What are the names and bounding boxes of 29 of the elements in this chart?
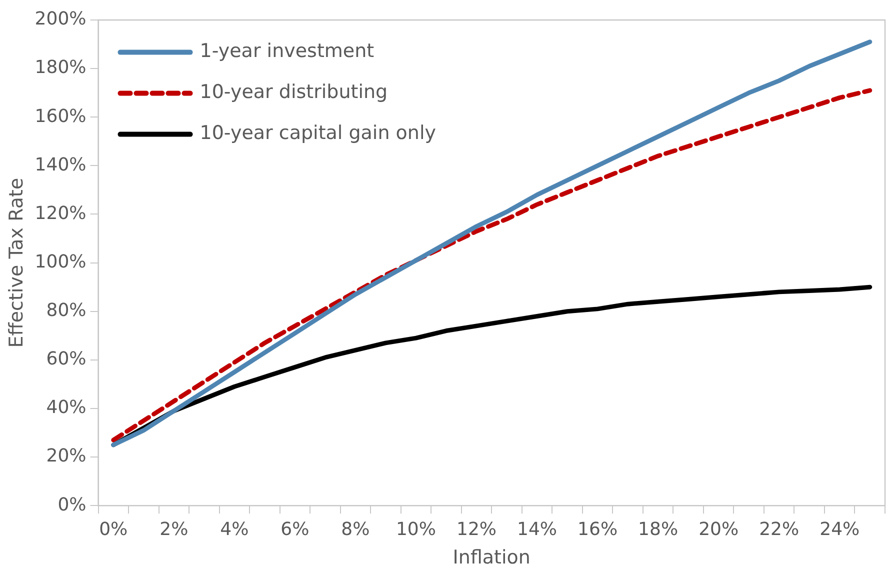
x-tick-label: 18% <box>638 519 678 540</box>
x-tick-label: 4% <box>220 519 249 540</box>
x-tick-label: 12% <box>456 519 497 540</box>
y-tick-label: 60% <box>46 348 86 370</box>
y-tick-label: 0% <box>58 494 86 516</box>
x-tick-label: 10% <box>396 519 436 540</box>
x-axis-title: Inflation <box>452 546 530 569</box>
x-tick-label: 0% <box>99 519 128 540</box>
y-tick-label: 120% <box>34 202 86 224</box>
y-tick-label: 200% <box>34 8 86 30</box>
x-tick-label: 2% <box>160 519 188 540</box>
x-tick-label: 22% <box>759 519 800 540</box>
y-tick-label: 180% <box>34 57 86 78</box>
x-tick-label: 8% <box>341 519 370 540</box>
x-tick-label: 6% <box>280 519 310 540</box>
x-tick-label: 14% <box>517 519 558 540</box>
legend-label: 1-year investment <box>200 40 374 62</box>
y-axis-title: Effective Tax Rate <box>5 178 28 348</box>
x-tick-label: 24% <box>820 519 860 540</box>
x-tick-label: 16% <box>578 519 618 540</box>
y-tick-label: 80% <box>46 300 86 322</box>
legend-label: 10-year capital gain only <box>200 122 436 144</box>
y-tick-label: 160% <box>34 106 86 127</box>
y-tick-label: 140% <box>34 154 86 176</box>
y-tick-label: 100% <box>34 251 86 272</box>
x-tick-label: 20% <box>698 519 739 540</box>
y-tick-label: 20% <box>46 446 86 467</box>
legend-label: 10-year distributing <box>200 81 388 104</box>
y-tick-label: 40% <box>46 397 86 418</box>
